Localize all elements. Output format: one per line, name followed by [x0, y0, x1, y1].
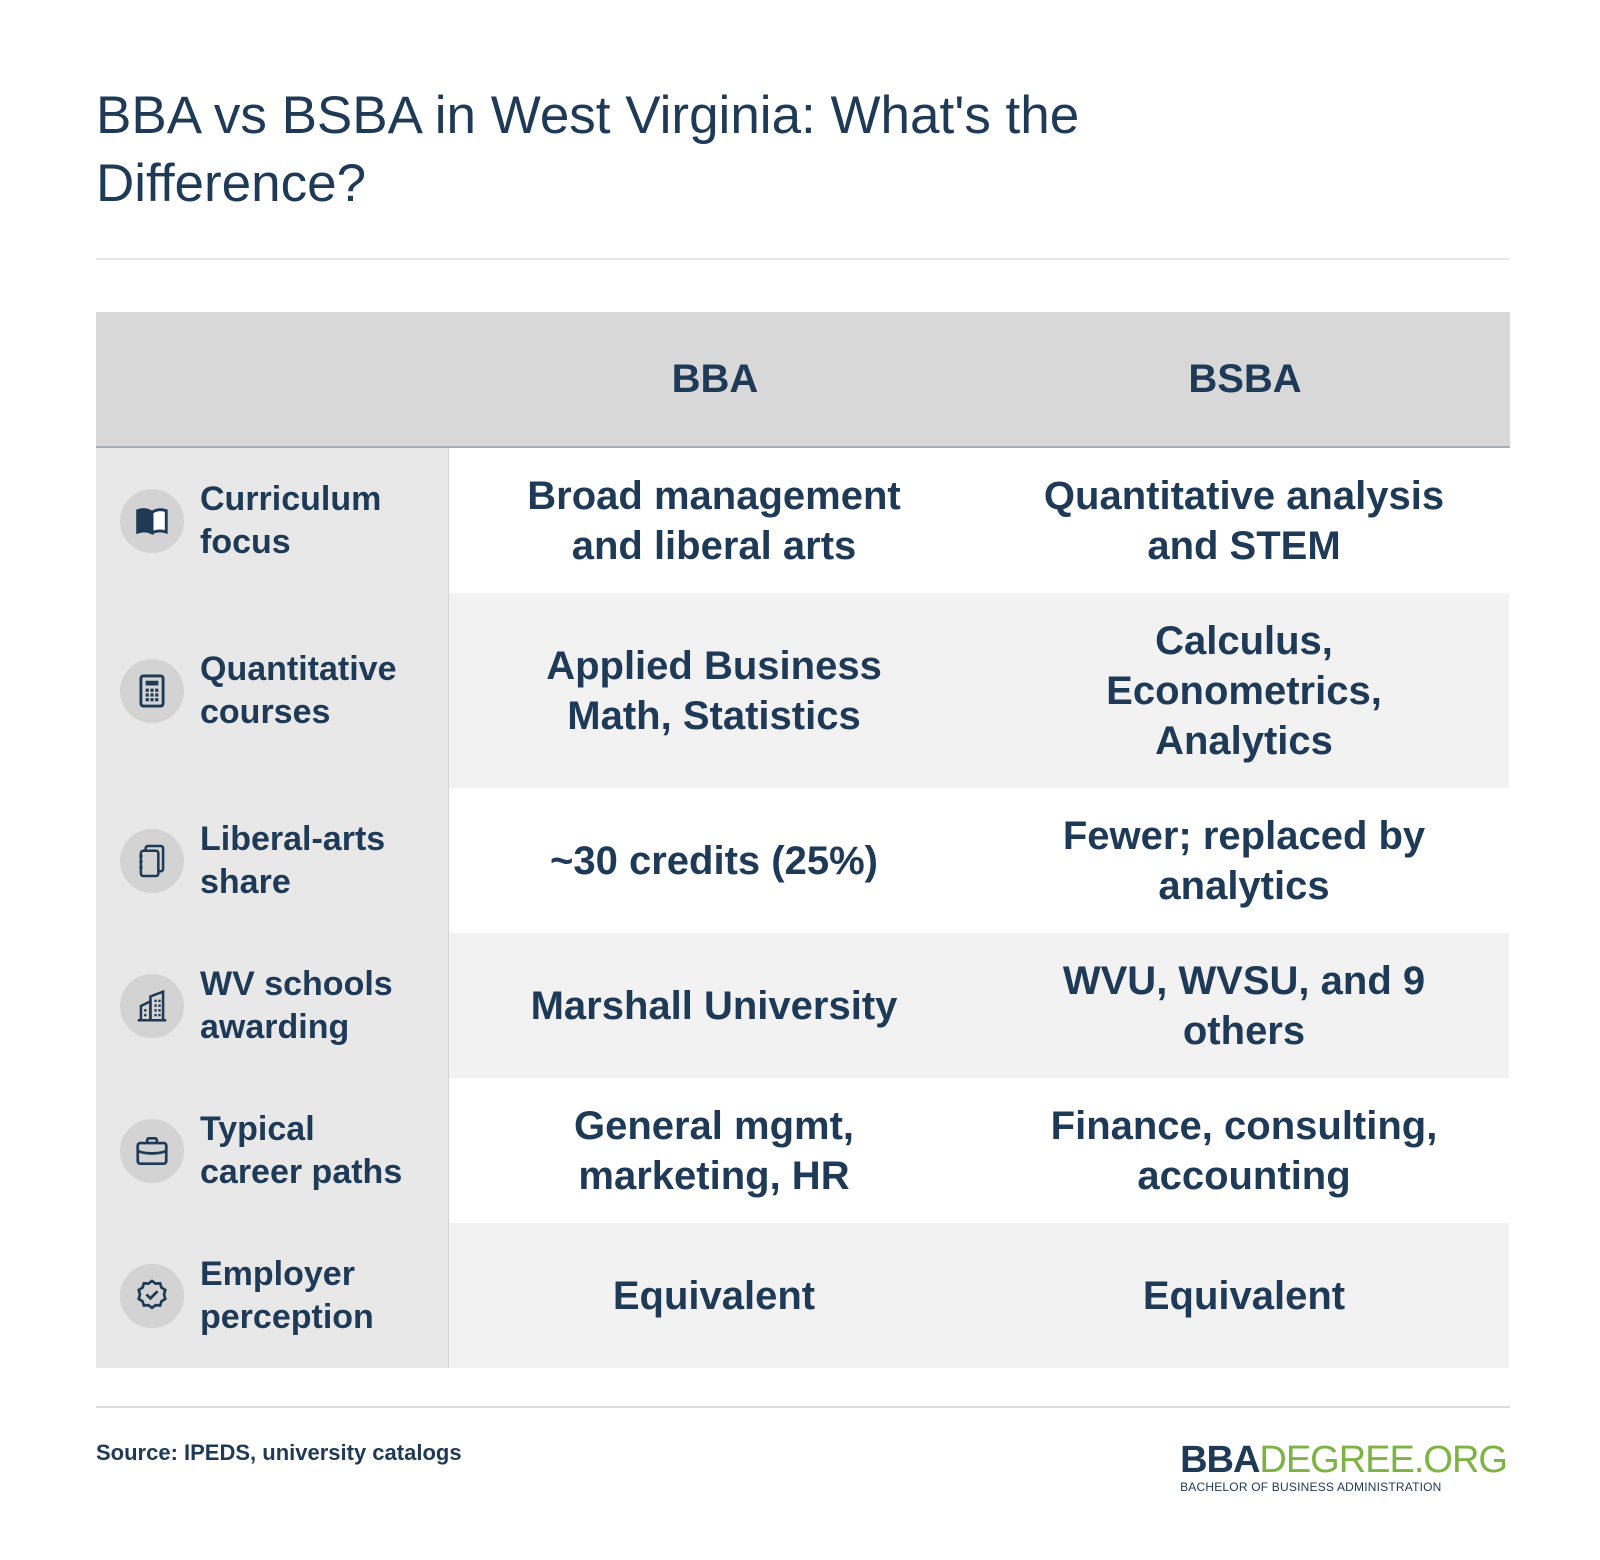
row-label-cell: Typical career paths: [96, 1078, 449, 1223]
buildings-icon: [120, 973, 184, 1038]
bsba-cell: WVU, WVSU, and 9 others: [979, 933, 1509, 1078]
table-row: WV schools awarding Marshall University …: [96, 933, 1510, 1078]
header-blank-cell: [96, 312, 450, 446]
table-row: Liberal-arts share ~30 credits (25%) Few…: [96, 788, 1510, 933]
column-header-bba: BBA: [671, 356, 759, 401]
title-divider: [96, 258, 1510, 260]
table-row: Curriculum focus Broad management and li…: [96, 448, 1510, 593]
bsba-cell: Fewer; replaced by analytics: [979, 788, 1509, 933]
bba-cell: ~30 credits (25%): [449, 788, 979, 933]
bsba-cell: Quantitative analysis and STEM: [979, 448, 1509, 593]
bsba-cell: Calculus, Econometrics, Analytics: [979, 593, 1509, 788]
logo-light-text: DEGREE.ORG: [1259, 1439, 1508, 1481]
briefcase-icon: [120, 1118, 184, 1183]
bba-cell: Marshall University: [449, 933, 979, 1078]
bsba-cell: Finance, consulting, accounting: [979, 1078, 1509, 1223]
notebook-icon: [120, 828, 184, 893]
calculator-icon: [120, 658, 184, 723]
row-label-cell: Liberal-arts share: [96, 788, 449, 933]
row-label-cell: Employer perception: [96, 1223, 449, 1368]
row-label: Typical career paths: [200, 1109, 403, 1191]
row-label-cell: Quantitative courses: [96, 593, 449, 788]
row-label-cell: WV schools awarding: [96, 933, 449, 1078]
badge-check-icon: [120, 1263, 184, 1328]
row-label: Employer perception: [200, 1254, 374, 1336]
page-title: BBA vs BSBA in West Virginia: What's the…: [96, 86, 1080, 213]
logo-wordmark: BBADEGREE.ORG: [1180, 1439, 1508, 1481]
bba-cell: Applied Business Math, Statistics: [449, 593, 979, 788]
site-logo: BBADEGREE.ORG BACHELOR OF BUSINESS ADMIN…: [1180, 1439, 1508, 1494]
table-row: Typical career paths General mgmt, marke…: [96, 1078, 1510, 1223]
book-icon: [120, 488, 184, 553]
bba-cell: Broad management and liberal arts: [449, 448, 979, 593]
comparison-table: BBA BSBA Curriculum focus Broad manageme…: [96, 312, 1510, 1368]
column-header-bsba: BSBA: [1188, 356, 1302, 401]
row-label: Curriculum focus: [200, 479, 382, 561]
row-label: WV schools awarding: [200, 964, 393, 1046]
table-row: Quantitative courses Applied Business Ma…: [96, 593, 1510, 788]
bba-cell: Equivalent: [449, 1223, 979, 1368]
row-label: Liberal-arts share: [200, 819, 386, 901]
logo-bold-text: BBA: [1180, 1439, 1260, 1481]
table-header: BBA BSBA: [96, 312, 1510, 448]
source-note: Source: IPEDS, university catalogs: [96, 1440, 462, 1465]
bba-cell: General mgmt, marketing, HR: [449, 1078, 979, 1223]
row-label-cell: Curriculum focus: [96, 448, 449, 593]
row-label: Quantitative courses: [200, 649, 397, 731]
footer-divider: [96, 1406, 1510, 1408]
table-row: Employer perception Equivalent Equivalen…: [96, 1223, 1510, 1368]
logo-tagline: BACHELOR OF BUSINESS ADMINISTRATION: [1180, 1480, 1442, 1494]
bsba-cell: Equivalent: [979, 1223, 1509, 1368]
